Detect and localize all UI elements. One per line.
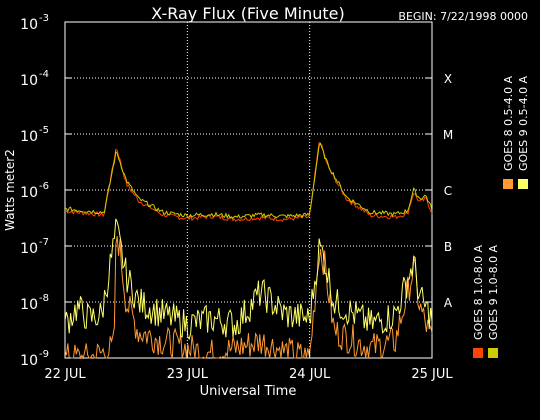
y-tick-label-base: 10: [20, 73, 38, 89]
legend-swatch: [488, 348, 498, 358]
legend-swatch: [473, 348, 483, 358]
series-line-1: [64, 141, 433, 222]
legend-swatch: [518, 179, 528, 189]
chart-title: X-Ray Flux (Five Minute): [151, 4, 344, 23]
y-tick-label-base: 10: [20, 185, 38, 201]
data-series: [64, 141, 433, 360]
x-axis-ticks: 22 JUL 23 JUL 24 JUL 25 JUL: [44, 350, 453, 382]
y-tick-label-base: 10: [20, 129, 38, 145]
y-tick-label-base: 10: [20, 297, 38, 313]
y-axis-label: Watts meter2: [3, 149, 17, 231]
y-tick-label-exponent: -5: [39, 125, 49, 136]
x-tick-label: 24 JUL: [289, 367, 331, 382]
flare-class-labels: X M C B A: [443, 72, 453, 310]
legend-label: GOES 8 0.5-4.0 A: [502, 75, 515, 171]
legend-label: GOES 8 1.0-8.0 A: [472, 244, 485, 340]
series-line-4: [64, 218, 433, 341]
x-tick-label: 25 JUL: [411, 367, 453, 382]
y-tick-label-base: 10: [20, 17, 38, 33]
y-tick-label-exponent: -6: [39, 181, 49, 192]
flare-class-label: A: [444, 296, 453, 310]
flare-class-label: M: [443, 128, 453, 142]
begin-date-label: BEGIN: 7/22/1998 0000: [398, 10, 528, 23]
y-axis-ticks: 10-910-810-710-610-510-410-3: [20, 13, 432, 369]
y-tick-label-exponent: -3: [39, 13, 49, 24]
legend-label: GOES 9 0.5-4.0 A: [517, 75, 530, 171]
y-tick-label-exponent: -9: [39, 349, 49, 360]
flare-class-label: B: [444, 240, 452, 254]
x-tick-label: 22 JUL: [44, 367, 86, 382]
series-line-3: [64, 142, 433, 220]
flare-class-label: X: [444, 72, 452, 86]
y-tick-label-exponent: -7: [39, 237, 49, 248]
flare-class-label: C: [444, 184, 452, 198]
y-tick-label-exponent: -4: [39, 69, 49, 80]
y-tick-label-base: 10: [20, 241, 38, 257]
legend: GOES 8 1.0-8.0 A GOES 8 0.5-4.0 A GOES 9 1…: [472, 75, 530, 358]
legend-label: GOES 9 1.0-8.0 A: [487, 244, 500, 340]
legend-swatch: [503, 179, 513, 189]
x-tick-label: 23 JUL: [167, 367, 209, 382]
x-axis-label: Universal Time: [200, 384, 297, 399]
y-tick-label-base: 10: [20, 353, 38, 369]
y-tick-label-exponent: -8: [39, 293, 49, 304]
series-line-2: [64, 236, 433, 360]
grid-lines: [65, 22, 432, 358]
